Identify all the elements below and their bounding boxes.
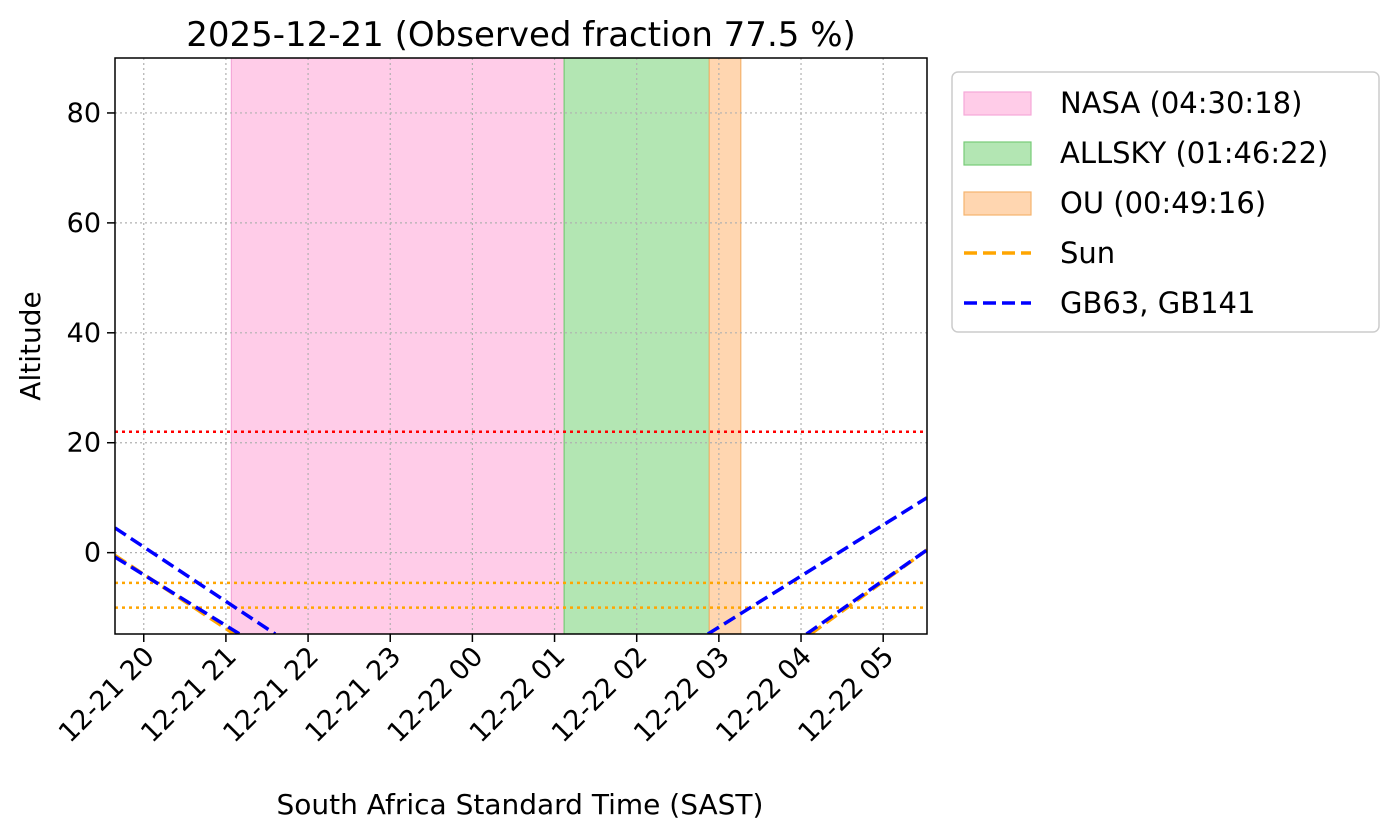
legend-swatch-0 — [963, 91, 1032, 116]
legend-label-0: NASA (04:30:18) — [1060, 86, 1302, 120]
legend-box — [951, 71, 1380, 333]
legend-label-4: GB63, GB141 — [1060, 286, 1255, 320]
legend-swatch-2 — [963, 191, 1032, 216]
span-0 — [230, 58, 565, 634]
legend-swatch-1 — [963, 141, 1032, 166]
y-tick-label-0: 0 — [84, 538, 101, 569]
legend-label-3: Sun — [1060, 236, 1115, 270]
series-1-segment-2 — [706, 496, 927, 634]
legend-label-1: ALLSKY (01:46:22) — [1060, 136, 1328, 170]
span-2 — [708, 58, 742, 634]
grid — [115, 58, 927, 634]
y-axis-ticks: 0 20 40 60 80 — [67, 98, 115, 569]
y-tick-label-4: 80 — [67, 98, 101, 129]
altitude-series — [115, 496, 927, 634]
plot-frame — [114, 57, 928, 635]
series-1-segment-3 — [805, 548, 927, 634]
x-axis-label: South Africa Standard Time (SAST) — [277, 788, 764, 821]
y-axis-label: Altitude — [14, 291, 47, 400]
series-1-segment-0 — [115, 526, 277, 634]
chart-title: 2025-12-21 (Observed fraction 77.5 %) — [186, 15, 856, 55]
y-tick-label-3: 60 — [67, 208, 101, 239]
y-tick-label-1: 20 — [67, 428, 101, 459]
series-1-segment-1 — [115, 555, 241, 634]
y-tick-label-2: 40 — [67, 318, 101, 349]
legend: NASA (04:30:18) ALLSKY (01:46:22) OU (00:4… — [951, 71, 1380, 333]
legend-label-2: OU (00:49:16) — [1060, 186, 1266, 220]
threshold-lines — [115, 430, 927, 609]
